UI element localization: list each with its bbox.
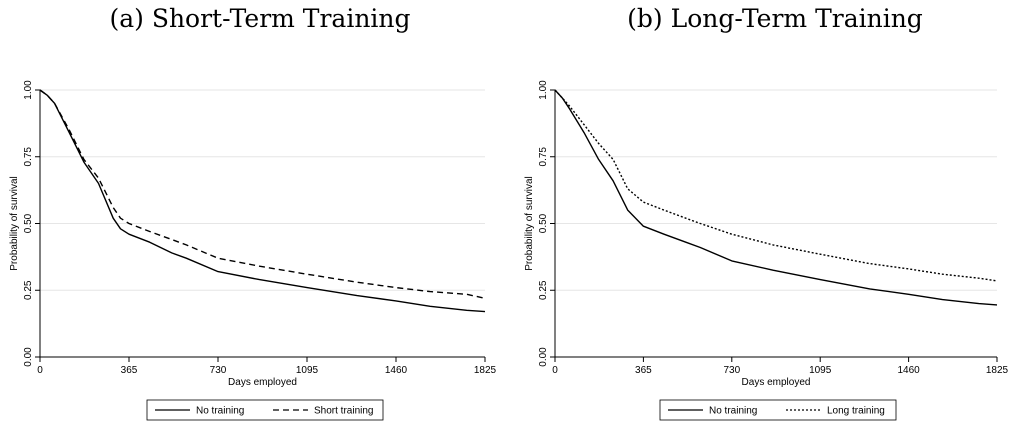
x-tick-label: 1825 bbox=[986, 365, 1009, 376]
x-axis-title: Days employed bbox=[228, 377, 297, 388]
series-line-long-training bbox=[554, 89, 998, 282]
y-tick-label: 0.50 bbox=[538, 213, 549, 233]
x-tick-label: 1095 bbox=[809, 365, 832, 376]
x-tick-label: 1825 bbox=[474, 365, 497, 376]
legend-box bbox=[146, 399, 384, 421]
y-axis-title: Probability of survival bbox=[9, 176, 20, 270]
panel-a-title: (a) Short-Term Training bbox=[109, 4, 411, 33]
legend-entry: No training bbox=[196, 406, 244, 417]
y-tick-label: 0.50 bbox=[23, 213, 34, 233]
x-tick-label: 0 bbox=[37, 365, 43, 376]
y-tick-label: 0.00 bbox=[23, 347, 34, 367]
x-tick-label: 365 bbox=[635, 365, 652, 376]
legend-entry: No training bbox=[709, 406, 757, 417]
series-line-no-training bbox=[39, 89, 486, 313]
x-tick-label: 1460 bbox=[897, 365, 920, 376]
y-tick-label: 0.25 bbox=[538, 280, 549, 300]
series-line-no-training bbox=[554, 89, 998, 306]
series-line-short-training bbox=[39, 89, 486, 299]
legend: No training Short training bbox=[146, 399, 384, 421]
y-tick-label: 1.00 bbox=[23, 80, 34, 100]
x-axis-title: Days employed bbox=[742, 377, 811, 388]
y-tick-label: 0.75 bbox=[23, 147, 34, 167]
y-tick-label: 0.00 bbox=[538, 347, 549, 367]
legend-box bbox=[659, 399, 897, 421]
x-tick-label: 730 bbox=[210, 365, 227, 376]
chart-panel-a: 0.00 0.25 0.50 0.75 1.00 0 365 730 1095 1460 1825 D… bbox=[9, 80, 497, 421]
x-tick-label: 1095 bbox=[296, 365, 319, 376]
legend-entry: Long training bbox=[827, 406, 885, 417]
chart-panel-b: 0.00 0.25 0.50 0.75 1.00 0 365 730 1095 1460 1825 D… bbox=[524, 80, 1009, 421]
x-tick-label: 730 bbox=[723, 365, 740, 376]
y-tick-label: 0.75 bbox=[538, 147, 549, 167]
y-tick-label: 0.25 bbox=[23, 280, 34, 300]
x-tick-label: 1460 bbox=[385, 365, 408, 376]
legend: No training Long training bbox=[659, 399, 897, 421]
legend-entry: Short training bbox=[314, 406, 373, 417]
x-tick-label: 365 bbox=[121, 365, 138, 376]
x-tick-label: 0 bbox=[552, 365, 558, 376]
y-axis-title: Probability of survival bbox=[524, 176, 535, 270]
y-tick-label: 1.00 bbox=[538, 80, 549, 100]
panel-b-title: (b) Long-Term Training bbox=[627, 4, 923, 33]
